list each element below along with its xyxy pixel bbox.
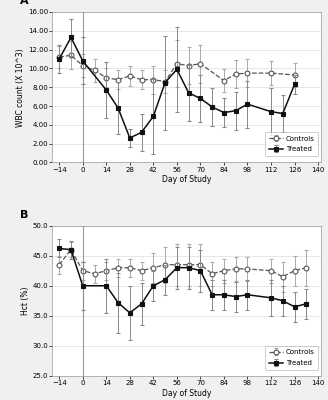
- X-axis label: Day of Study: Day of Study: [162, 175, 212, 184]
- Text: A: A: [20, 0, 29, 6]
- Legend: Controls, Treated: Controls, Treated: [265, 132, 318, 156]
- X-axis label: Day of Study: Day of Study: [162, 389, 212, 398]
- Legend: Controls, Treated: Controls, Treated: [265, 346, 318, 370]
- Y-axis label: WBC count (X 10^3): WBC count (X 10^3): [16, 48, 25, 126]
- Y-axis label: Hct (%): Hct (%): [21, 286, 30, 315]
- Text: B: B: [20, 210, 29, 220]
